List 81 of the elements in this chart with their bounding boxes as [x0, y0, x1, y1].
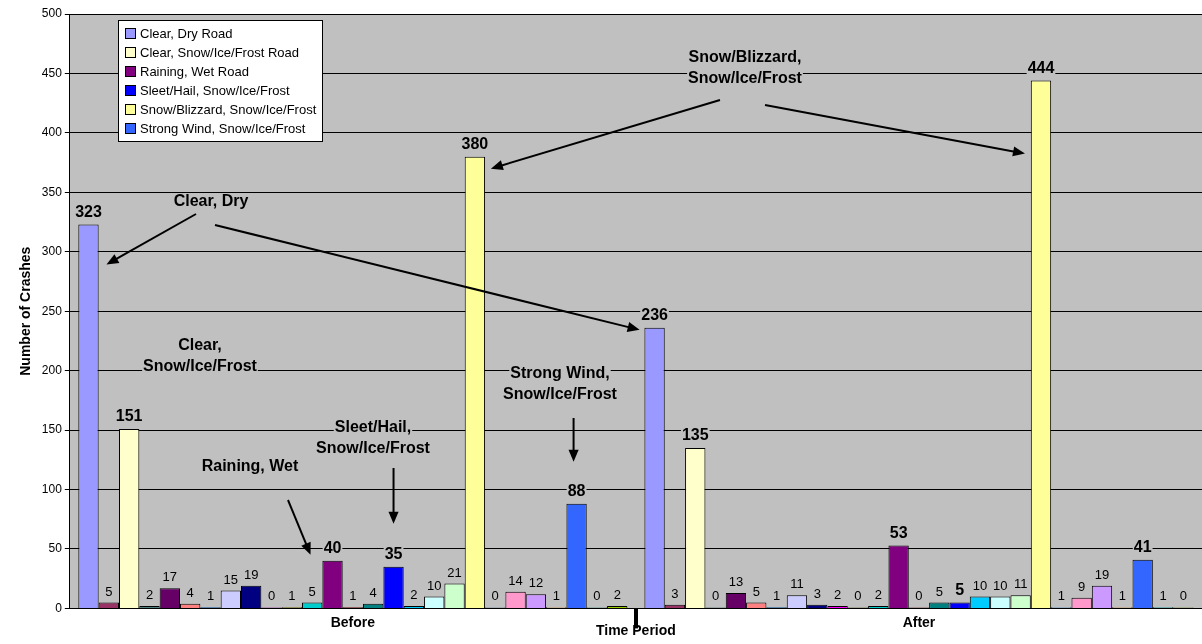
data-label: 323	[75, 202, 102, 220]
data-label: 0	[267, 588, 276, 604]
y-tick-label: 150	[41, 422, 63, 437]
data-label: 21	[447, 564, 462, 580]
data-label: 0	[491, 588, 499, 604]
data-label: 13	[728, 574, 744, 590]
data-label: 2	[613, 587, 621, 603]
legend-label: Sleet/Hail, Snow/Ice/Frost	[140, 83, 290, 98]
annotation: Sleet/Hail, Snow/Ice/Frost	[316, 418, 431, 457]
data-label: 4	[186, 584, 194, 600]
data-label: 10	[993, 577, 1008, 593]
data-label: 236	[641, 306, 669, 324]
data-label: 11	[790, 576, 804, 592]
data-label: 11	[1013, 576, 1028, 592]
data-label: 1	[349, 588, 357, 604]
x-tick-label: After	[902, 613, 936, 630]
annotation: Clear, Dry	[173, 192, 249, 210]
data-label: 2	[833, 587, 842, 603]
data-label: 5	[308, 583, 316, 599]
data-label: 1	[1057, 588, 1065, 604]
data-label: 444	[1027, 58, 1055, 76]
data-label: 1	[1159, 588, 1167, 604]
data-label: 15	[223, 571, 239, 587]
annotation: Snow/Blizzard, Snow/Ice/Frost	[688, 48, 803, 87]
data-label: 1	[772, 588, 781, 604]
data-label: 380	[461, 135, 489, 153]
data-label: 5	[935, 583, 943, 599]
x-axis-title: Time Period	[595, 622, 676, 639]
y-tick-label: 0	[55, 600, 63, 615]
data-label: 41	[1133, 538, 1152, 556]
data-label: 5	[955, 580, 965, 598]
data-label: 151	[115, 407, 143, 425]
data-label: 2	[145, 587, 154, 603]
data-label: 14	[508, 572, 523, 588]
data-label: 19	[1094, 566, 1110, 582]
data-label: 0	[711, 588, 720, 604]
data-label: 3	[671, 585, 679, 601]
data-label: 12	[528, 575, 544, 591]
annotation: Raining, Wet	[201, 457, 299, 475]
y-tick-label: 100	[41, 481, 63, 496]
y-tick-label: 450	[41, 65, 63, 80]
legend-label: Clear, Dry Road	[140, 26, 233, 41]
legend-label: Raining, Wet Road	[140, 64, 249, 79]
data-label: 2	[874, 587, 882, 603]
data-label: 5	[752, 583, 760, 599]
data-label: 53	[889, 523, 908, 541]
data-label: 1	[288, 588, 296, 604]
y-tick-label: 300	[41, 244, 63, 259]
data-label: 5	[105, 583, 113, 599]
data-label: 10	[972, 577, 988, 593]
data-label: 0	[593, 588, 601, 604]
data-label: 40	[323, 539, 342, 557]
legend-label: Snow/Blizzard, Snow/Ice/Frost	[140, 102, 317, 117]
y-tick-label: 50	[48, 541, 63, 556]
data-label: 17	[162, 569, 178, 585]
data-label: 88	[567, 482, 586, 500]
data-label: 1	[552, 588, 560, 604]
annotation: Clear, Snow/Ice/Frost	[143, 336, 258, 375]
annotation: Strong Wind, Snow/Ice/Frost	[503, 364, 618, 403]
data-label: 1	[206, 588, 215, 604]
data-label: 135	[681, 426, 709, 444]
legend-label: Clear, Snow/Ice/Frost Road	[140, 45, 299, 60]
x-tick-label: Before	[330, 613, 376, 630]
data-label: 1	[1118, 588, 1126, 604]
data-label: 0	[1179, 588, 1187, 604]
y-tick-label: 250	[41, 303, 63, 318]
y-tick-label: 200	[41, 362, 63, 377]
y-tick-label: 400	[41, 125, 63, 140]
data-label: 9	[1078, 578, 1086, 594]
data-label: 3	[813, 585, 821, 601]
y-tick-label: 500	[41, 6, 63, 21]
y-tick-label: 350	[41, 184, 63, 199]
data-label: 19	[243, 566, 259, 582]
data-label: 0	[854, 588, 862, 604]
legend-label: Strong Wind, Snow/Ice/Frost	[140, 121, 306, 136]
data-label: 10	[426, 577, 442, 593]
data-label: 0	[915, 588, 923, 604]
data-label: 35	[384, 545, 403, 563]
y-axis-title: Number of Crashes	[17, 246, 34, 376]
data-label: 4	[369, 584, 377, 600]
data-label: 2	[410, 587, 418, 603]
